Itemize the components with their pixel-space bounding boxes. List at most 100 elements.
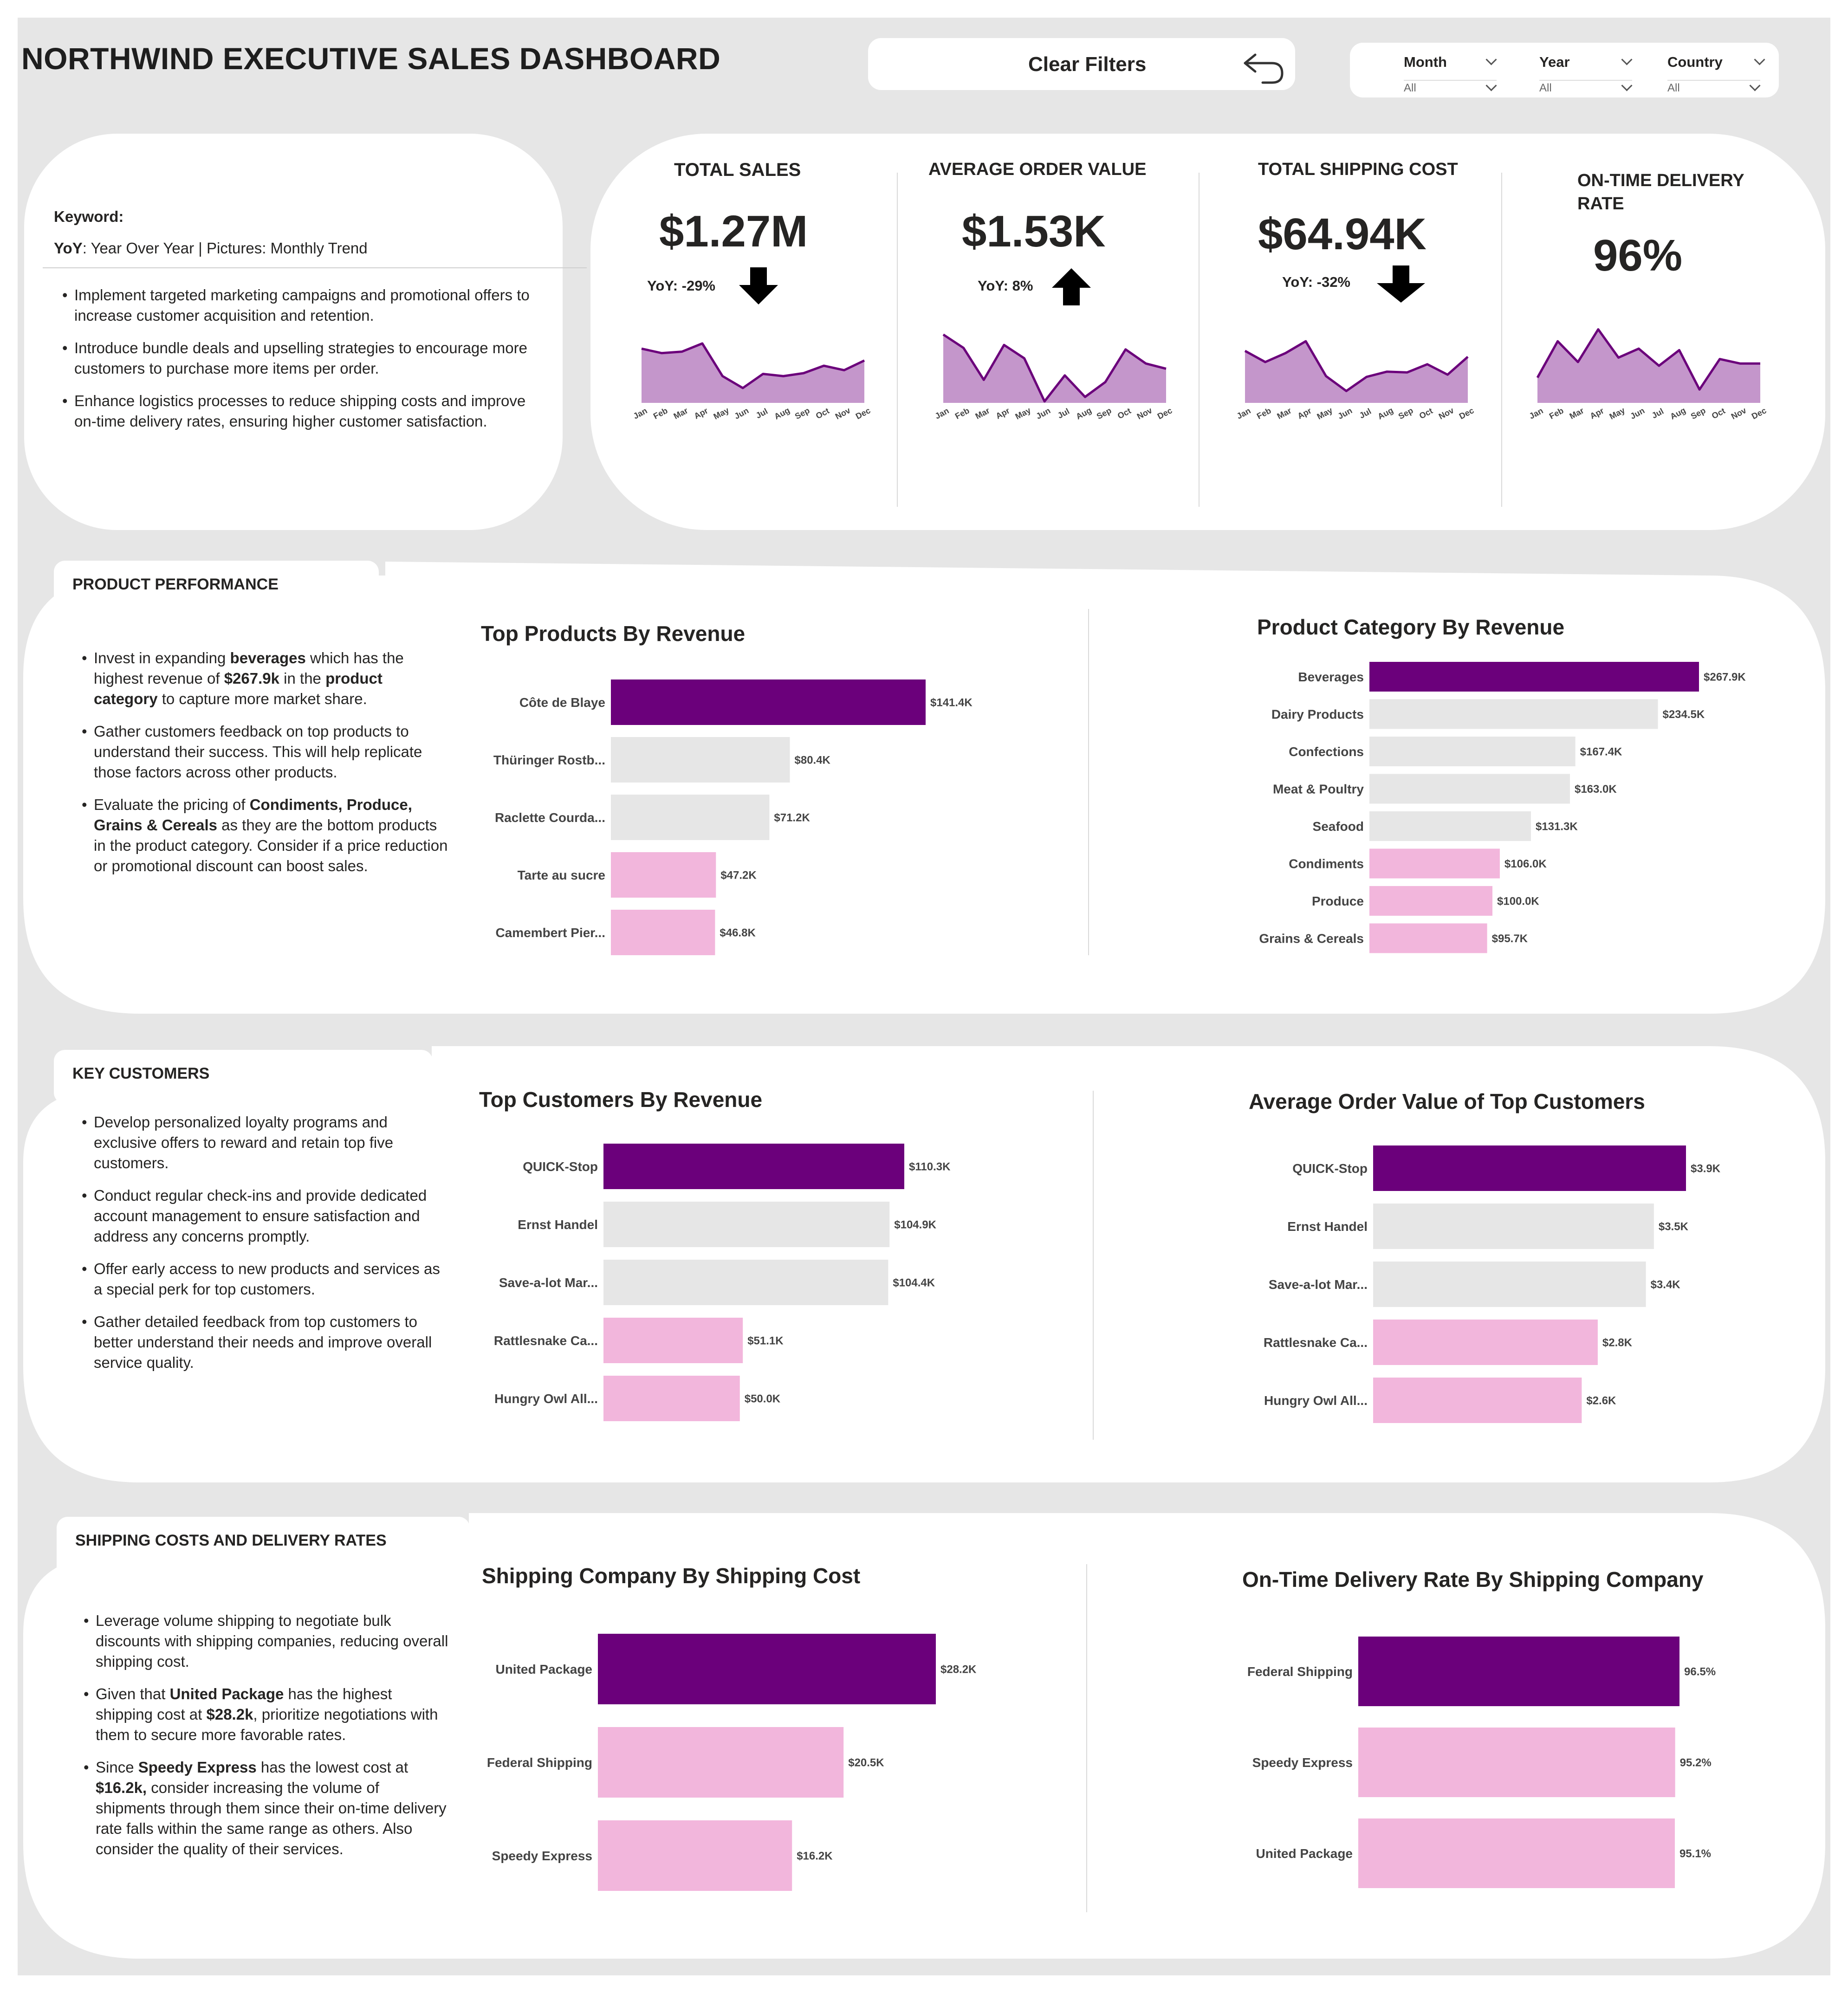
bar-category-label: Tarte au sucre xyxy=(518,868,605,882)
sparkline-line xyxy=(942,333,1167,403)
bar-value-label: $163.0K xyxy=(1575,783,1617,796)
sparkline-line xyxy=(641,342,865,389)
insight-bullet: Gather customers feedback on top product… xyxy=(82,721,448,783)
kpi-otd-title: ON-TIME DELIVERY RATE xyxy=(1577,171,1744,214)
shipping-tab-label: SHIPPING COSTS AND DELIVERY RATES xyxy=(75,1532,387,1549)
sparkline-shipping: Jan Feb Mar Apr May Jun Jul Aug Sep Oct Nov Dec xyxy=(1236,340,1475,421)
bar-value-label: $267.9K xyxy=(1704,671,1746,683)
bar xyxy=(1369,699,1658,729)
sparkline-month-label: Dec xyxy=(1156,406,1174,421)
product-tab: PRODUCT PERFORMANCE xyxy=(54,561,379,626)
bar-category-label: Raclette Courda... xyxy=(495,810,605,825)
bar-value-label: $80.4K xyxy=(795,754,831,766)
sparkline-month-label: Feb xyxy=(1255,406,1273,421)
bar-category-label: Dairy Products xyxy=(1271,707,1364,721)
sparkline-month-label: Sep xyxy=(1397,406,1415,421)
chevron-down-icon xyxy=(1754,54,1765,65)
sparkline-month-label: Jul xyxy=(1650,407,1665,421)
filter-country-value: All xyxy=(1667,82,1680,94)
bar xyxy=(611,852,716,898)
bar xyxy=(611,679,926,725)
customers-tab-label: KEY CUSTOMERS xyxy=(72,1065,210,1082)
bar-value-label: $104.9K xyxy=(894,1218,936,1231)
sparkline-month-label: May xyxy=(712,406,731,421)
clear-filters-label: Clear Filters xyxy=(1028,53,1147,76)
bar-category-label: Produce xyxy=(1312,894,1364,908)
bar-value-label: $131.3K xyxy=(1536,820,1578,833)
bar-category-label: Rattlesnake Ca... xyxy=(1264,1335,1368,1350)
sparkline-month-label: Apr xyxy=(1589,406,1606,421)
shipping-bullets: Leverage volume shipping to negotiate bu… xyxy=(84,1611,450,1871)
bar-category-label: Hungry Owl All... xyxy=(494,1391,598,1406)
bar-value-label: $141.4K xyxy=(930,696,973,709)
bar xyxy=(1373,1378,1582,1423)
sparkline-month-label: Oct xyxy=(1710,406,1727,421)
sparkline-month-label: Feb xyxy=(652,406,669,421)
bar-value-label: 96.5% xyxy=(1684,1665,1716,1678)
kpi-divider xyxy=(1199,173,1200,507)
bar-category-label: United Package xyxy=(1256,1846,1353,1861)
bar xyxy=(1369,662,1699,692)
filter-month[interactable]: Month All xyxy=(1404,49,1501,96)
bar xyxy=(598,1820,792,1891)
bar-category-label: Hungry Owl All... xyxy=(1264,1393,1368,1408)
bar-category-label: Beverages xyxy=(1298,670,1364,684)
sparkline-month-label: Nov xyxy=(1437,406,1455,421)
insight-bullet: Invest in expanding beverages which has … xyxy=(82,648,448,709)
sparkline-aov: Jan Feb Mar Apr May Jun Jul Aug Sep Oct Nov Dec xyxy=(934,333,1174,421)
bar-value-label: $46.8K xyxy=(720,926,756,939)
bar-category-label: Rattlesnake Ca... xyxy=(494,1333,598,1348)
bar xyxy=(603,1260,888,1305)
sparkline-month-label: Feb xyxy=(953,406,971,421)
sparkline-month-label: Nov xyxy=(1135,406,1154,421)
filter-month-label: Month xyxy=(1404,54,1447,70)
sparkline-month-label: May xyxy=(1316,406,1334,421)
sparkline-month-label: Mar xyxy=(1568,406,1586,421)
bar-category-label: Save-a-lot Mar... xyxy=(1269,1277,1368,1292)
insight-bullet: Since Speedy Express has the lowest cost… xyxy=(84,1757,450,1859)
kpi-shipping-value: $64.94K xyxy=(1258,209,1427,259)
sparkline-month-label: Dec xyxy=(854,406,872,421)
product-tab-label: PRODUCT PERFORMANCE xyxy=(72,576,279,593)
sparkline-month-label: Nov xyxy=(834,406,852,421)
kpi-total-sales-value: $1.27M xyxy=(659,207,808,256)
filter-underline xyxy=(1667,80,1760,81)
bar xyxy=(598,1727,844,1798)
bar xyxy=(1373,1262,1646,1307)
filter-month-value: All xyxy=(1404,82,1416,94)
kpi-aov-title: AVERAGE ORDER VALUE xyxy=(928,160,1147,179)
keyword-divider xyxy=(43,267,587,268)
filter-country[interactable]: Country All xyxy=(1667,49,1765,96)
kpi-divider xyxy=(1501,173,1502,507)
product-bullets: Invest in expanding beverages which has … xyxy=(82,648,448,888)
sparkline-month-label: Oct xyxy=(1418,406,1434,421)
keyword-card: Keyword: YoY: Year Over Year | Pictures:… xyxy=(24,134,587,530)
sparkline-month-label: Jun xyxy=(733,406,751,421)
bar-value-label: $71.2K xyxy=(774,811,810,824)
bar-category-label: Ernst Handel xyxy=(1287,1219,1368,1234)
chevron-down-icon xyxy=(1485,80,1497,91)
sparkline-month-label: Sep xyxy=(1689,406,1707,421)
bar-category-label: Thüringer Rostb... xyxy=(493,753,605,767)
sparkline-month-label: Sep xyxy=(793,406,811,421)
bar xyxy=(611,795,770,840)
bar-category-label: Federal Shipping xyxy=(1247,1664,1353,1679)
keyword-legend-text: : Year Over Year | Pictures: Monthly Tre… xyxy=(82,239,368,257)
kpi-shipping-yoy: YoY: -32% xyxy=(1282,274,1350,290)
bar-value-label: $167.4K xyxy=(1580,745,1622,758)
sparkline-month-label: Jun xyxy=(1035,406,1052,421)
sparkline-month-label: Jan xyxy=(1236,406,1252,421)
keyword-legend: YoY: Year Over Year | Pictures: Monthly … xyxy=(54,239,368,257)
filter-underline xyxy=(1404,80,1497,81)
bar-category-label: Federal Shipping xyxy=(487,1755,592,1770)
keyword-bullet: Enhance logistics processes to reduce sh… xyxy=(62,391,531,432)
sparkline-month-label: Apr xyxy=(693,406,710,421)
bar-category-label: QUICK-Stop xyxy=(1292,1161,1368,1176)
product-category-title: Product Category By Revenue xyxy=(1257,615,1565,639)
clear-filters-button[interactable]: Clear Filters xyxy=(868,38,1295,90)
chevron-down-icon xyxy=(1485,54,1497,65)
bar xyxy=(1373,1145,1686,1191)
filter-year[interactable]: Year All xyxy=(1539,49,1637,96)
sparkline-total-sales: Jan Feb Mar Apr May Jun Jul Aug Sep Oct Nov Dec xyxy=(632,342,872,421)
